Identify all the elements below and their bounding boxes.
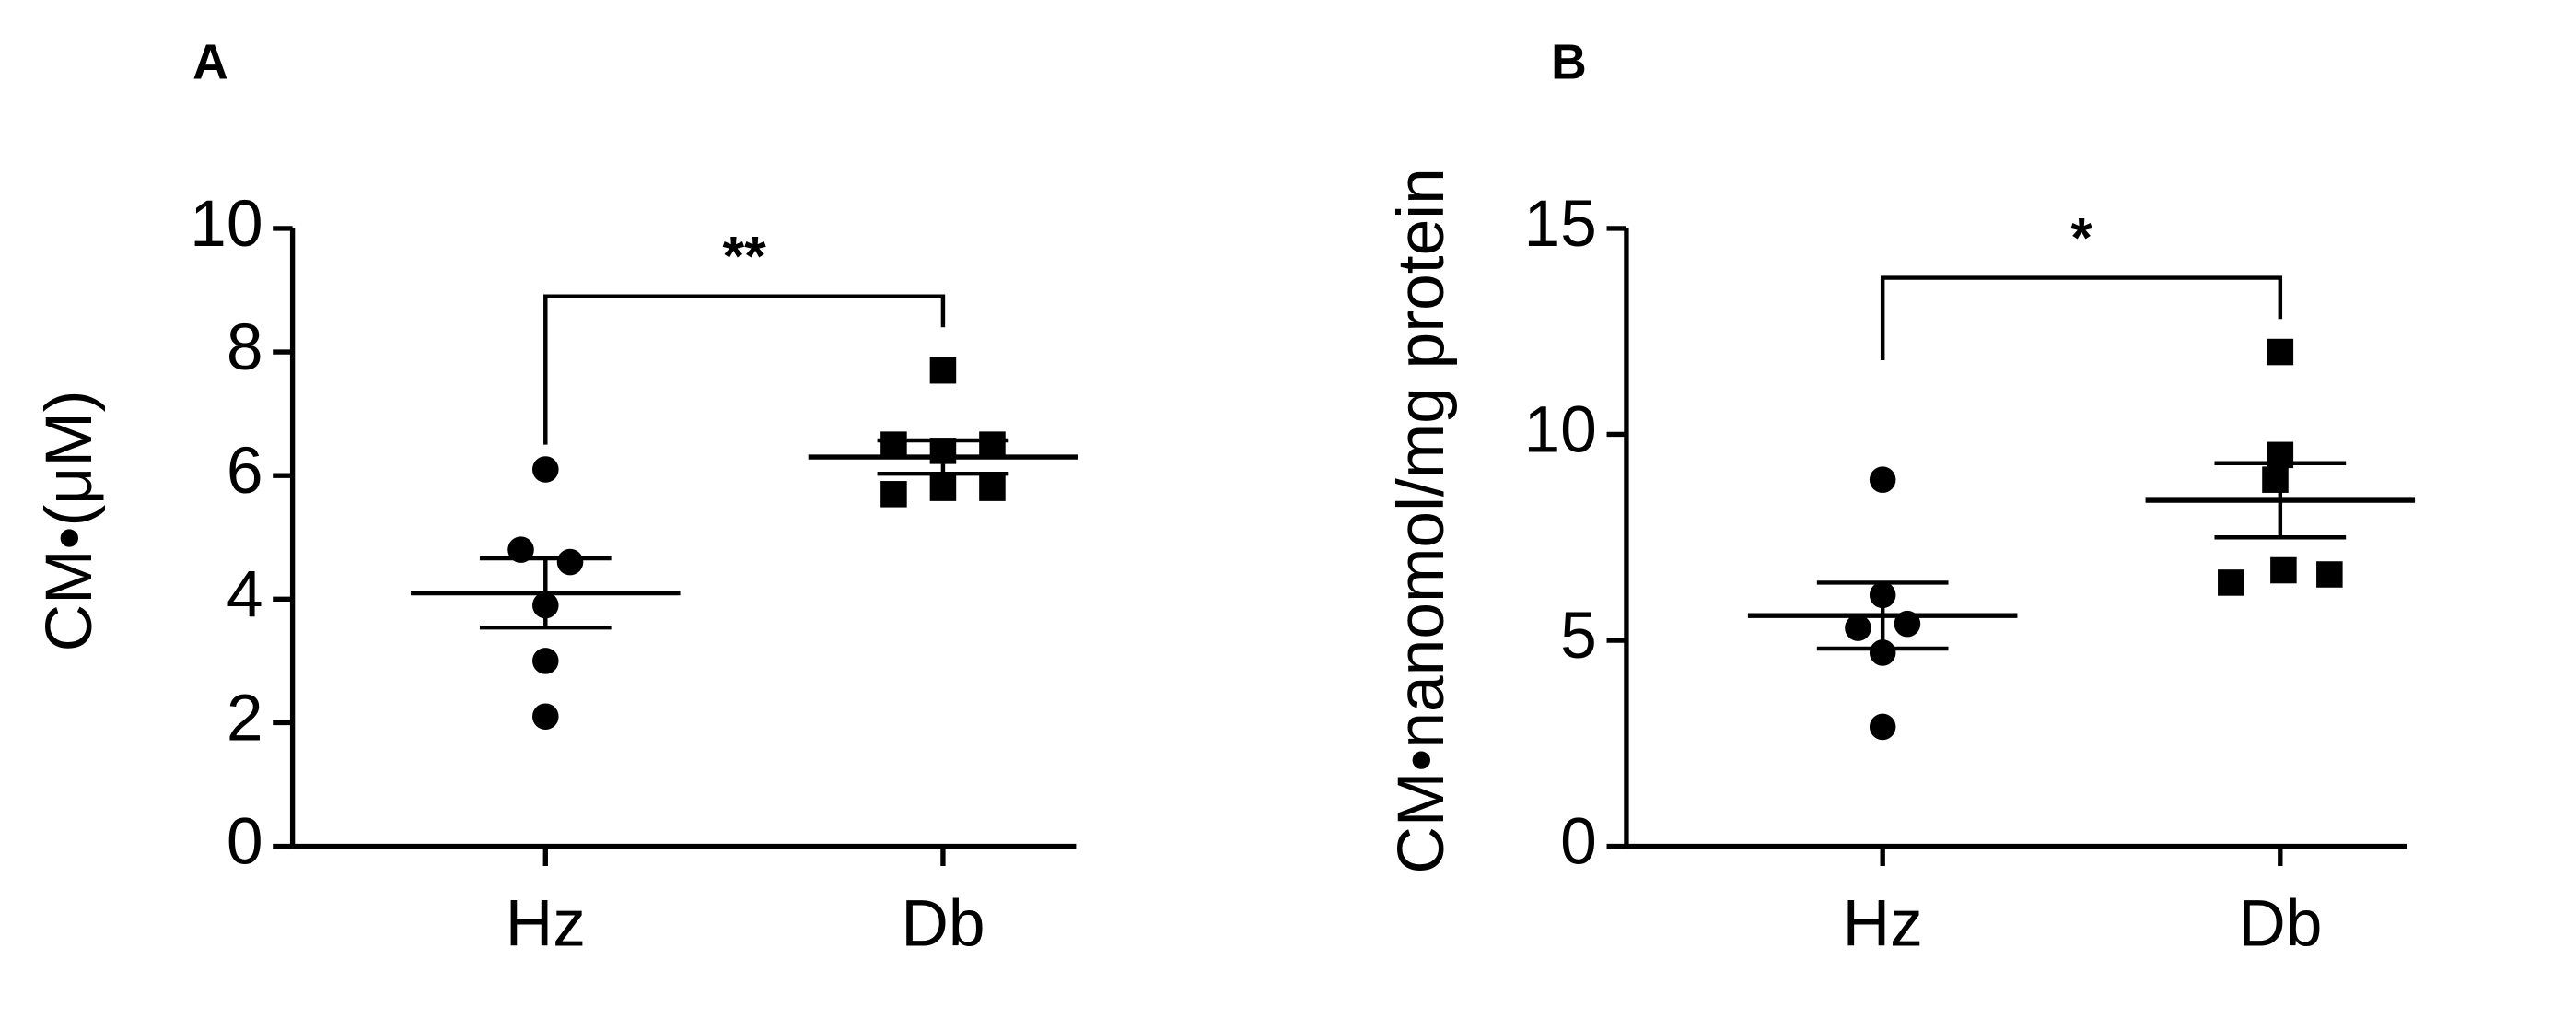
y-tick-label: 0 — [227, 804, 263, 878]
data-point — [880, 481, 907, 508]
data-point — [929, 474, 957, 501]
data-point — [1869, 581, 1896, 609]
x-tick-label: Db — [901, 887, 985, 961]
x-tick-label: Db — [2238, 887, 2322, 961]
y-tick-label: 10 — [1523, 392, 1596, 466]
y-tick-label: 15 — [1523, 187, 1596, 261]
significance-label: ** — [723, 224, 767, 287]
y-tick-label: 10 — [190, 187, 262, 261]
data-point — [979, 474, 1006, 501]
data-point — [532, 648, 559, 674]
data-point — [507, 536, 534, 563]
data-point — [2267, 338, 2294, 366]
data-point — [929, 357, 957, 384]
data-point — [532, 456, 559, 483]
significance-bracket — [1880, 275, 2283, 361]
data-point — [532, 703, 559, 731]
data-point — [1869, 466, 1896, 493]
data-point — [2267, 441, 2294, 469]
y-tick-label: 5 — [1560, 599, 1597, 673]
data-point — [1869, 713, 1896, 741]
x-tick-label: Hz — [1843, 887, 1923, 961]
y-axis-label: CM•nanomol/mg protein — [1384, 168, 1458, 873]
data-point — [880, 431, 907, 458]
panel-label: B — [1551, 35, 1587, 89]
y-tick-label: 4 — [227, 557, 263, 631]
x-tick-label: Hz — [506, 887, 586, 961]
data-point — [2270, 556, 2297, 584]
data-point — [2316, 561, 2343, 588]
y-tick-label: 8 — [227, 310, 263, 384]
data-point — [532, 591, 559, 619]
y-tick-label: 6 — [227, 434, 263, 508]
significance-bracket — [543, 294, 946, 445]
data-point — [979, 431, 1006, 458]
y-axis-label: CM•(μM) — [32, 390, 106, 651]
data-point — [1869, 639, 1896, 666]
data-point — [1845, 614, 1871, 641]
data-point — [2218, 569, 2244, 596]
data-point — [556, 548, 584, 576]
y-tick-label: 2 — [227, 681, 263, 755]
data-point — [929, 438, 957, 464]
y-tick-label: 0 — [1560, 804, 1597, 878]
data-point — [2262, 466, 2289, 493]
significance-label: * — [2070, 205, 2092, 268]
panel-label: A — [192, 35, 228, 89]
data-point — [1894, 610, 1921, 638]
